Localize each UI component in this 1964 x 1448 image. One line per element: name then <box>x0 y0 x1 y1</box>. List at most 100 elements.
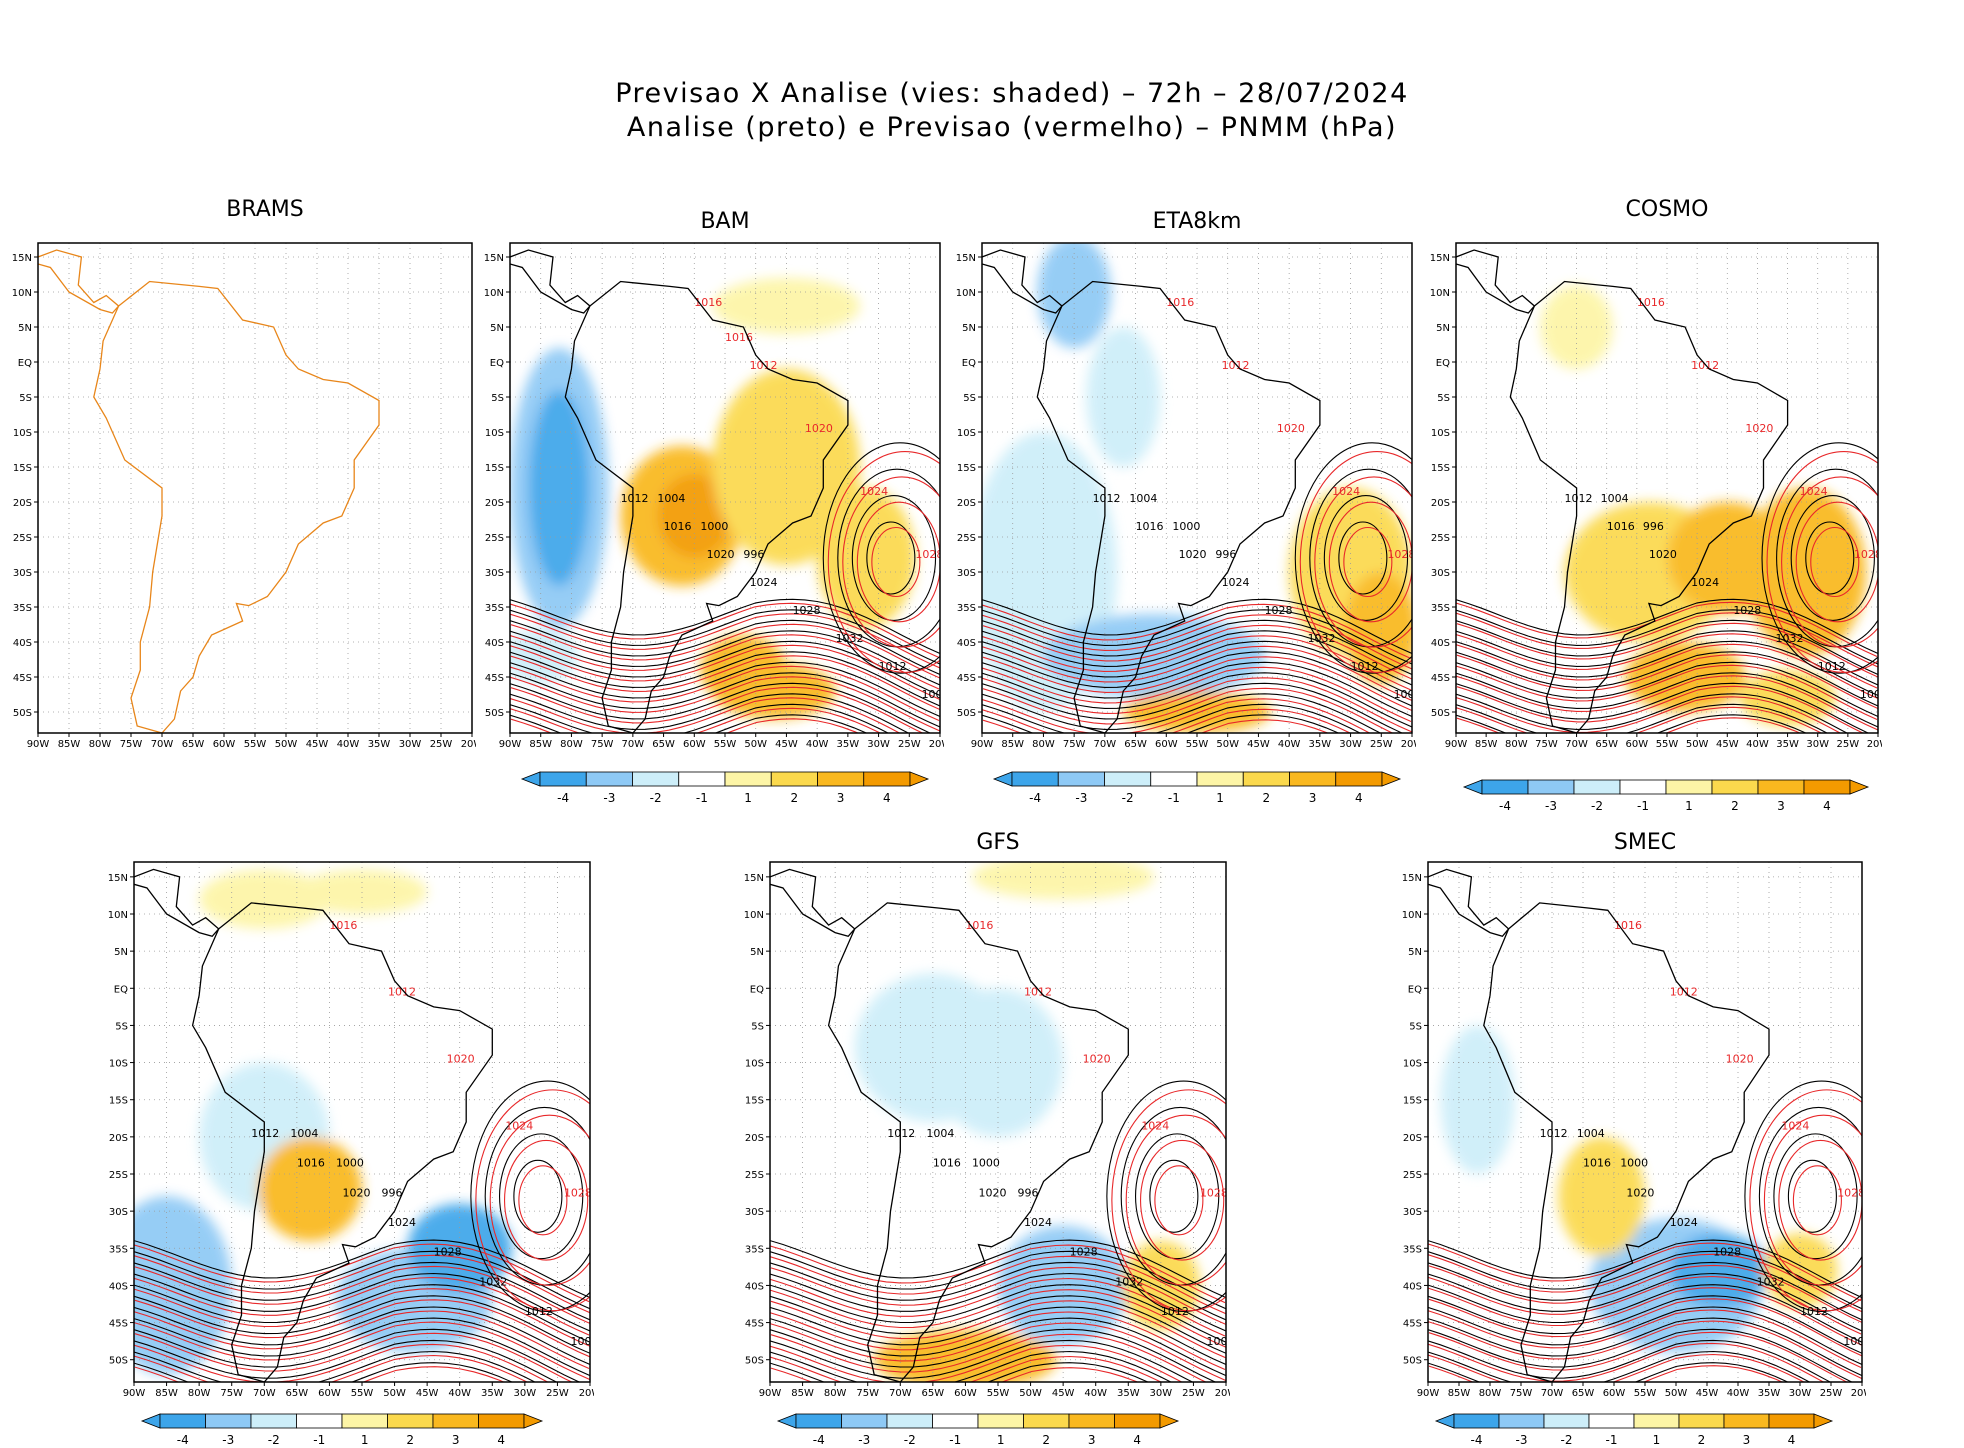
colorbar-tick-label: 1 <box>1653 1433 1661 1447</box>
colorbar-gfs: -4 -3 -2 -1 1 2 3 4 <box>776 1413 1180 1447</box>
map-panel-bam: 1012 1016 1020 1024 1028 1032 1012 1008 1004 1000… <box>484 242 944 750</box>
forecast-isobar <box>1428 1253 1862 1313</box>
analysis-isobar <box>134 1295 590 1354</box>
contour-label-analysis: 1004 <box>1601 492 1629 505</box>
y-tick-label: 25S <box>485 533 504 544</box>
colorbar-swatch <box>932 1413 979 1429</box>
x-tick-label: 45W <box>1696 1388 1719 1399</box>
x-tick-label: 25W <box>546 1388 569 1399</box>
x-tick-label: 40W <box>1746 739 1769 750</box>
y-tick-label: 45S <box>745 1319 764 1330</box>
contour-label-analysis: 1004 <box>1129 492 1157 505</box>
contour-label-forecast: 1012 <box>1222 359 1250 372</box>
x-tick-label: 30W <box>514 1388 537 1399</box>
contour-label-analysis: 996 <box>1018 1186 1039 1199</box>
map-panel-untitled: 1012 1016 1020 1024 1028 1032 1012 1008 1004 1000… <box>108 861 594 1399</box>
colorbar-swatch <box>977 1413 1024 1429</box>
forecast-isobar <box>871 526 921 598</box>
x-tick-label: 55W <box>987 1388 1010 1399</box>
forecast-isobar <box>510 644 940 701</box>
contour-label-analysis: 1008 <box>1843 1335 1866 1348</box>
y-tick-label: 15N <box>12 253 32 264</box>
y-tick-label: EQ <box>962 358 976 369</box>
x-tick-label: 65W <box>286 1388 309 1399</box>
y-tick-label: 30S <box>13 568 32 579</box>
contour-label-analysis: 1016 <box>297 1157 325 1170</box>
forecast-isobar <box>982 677 1412 733</box>
analysis-isobar <box>982 672 1412 728</box>
bias-region <box>1086 327 1161 467</box>
x-tick-label: 20W <box>1851 1388 1866 1399</box>
colorbar-tick-label: 3 <box>1743 1433 1751 1447</box>
analysis-isobar <box>770 1350 1172 1382</box>
x-tick-label: 85W <box>1448 1388 1471 1399</box>
colorbar-tick-label: 3 <box>1777 799 1785 813</box>
x-tick-label: 50W <box>1686 739 1709 750</box>
y-tick-label: 25S <box>745 1170 764 1181</box>
south-america-coastline <box>1036 280 1321 733</box>
x-tick-label: 30W <box>867 739 890 750</box>
analysis-isobar <box>510 661 940 718</box>
colorbar-swatch <box>1057 771 1105 787</box>
x-tick-label: 80W <box>560 739 583 750</box>
x-tick-label: 65W <box>182 739 205 750</box>
y-tick-label: 45S <box>957 673 976 684</box>
y-tick-label: 20S <box>745 1133 764 1144</box>
forecast-isobar <box>1778 1139 1862 1261</box>
analysis-isobar <box>982 651 1412 707</box>
analysis-isobar <box>134 1362 514 1382</box>
analysis-isobar <box>1338 521 1388 595</box>
x-tick-label: 35W <box>1758 1388 1781 1399</box>
y-tick-label: 5S <box>19 393 32 404</box>
analysis-isobar <box>1428 1339 1832 1382</box>
colorbar-swatch <box>1723 1413 1770 1429</box>
forecast-isobar <box>134 1310 590 1370</box>
analysis-isobar <box>1323 495 1409 621</box>
bias-region <box>712 369 861 565</box>
x-tick-label: 60W <box>954 1388 977 1399</box>
x-tick-label: 30W <box>1806 739 1829 750</box>
bias-region <box>528 390 590 586</box>
forecast-isobar <box>134 1265 590 1325</box>
colorbar-swatch <box>1803 779 1851 795</box>
forecast-isobar <box>1456 601 1878 658</box>
y-tick-label: 25S <box>1403 1170 1422 1181</box>
colorbar-swatch <box>1543 1413 1590 1429</box>
y-tick-label: 40S <box>1431 638 1450 649</box>
analysis-isobar <box>982 598 1412 655</box>
forecast-isobar <box>982 687 1394 733</box>
forecast-isobar <box>510 655 940 711</box>
x-tick-label: 20W <box>461 739 476 750</box>
x-tick-label: 90W <box>1417 1388 1440 1399</box>
colorbar-swatch <box>1453 1413 1500 1429</box>
map-panel-smec: 1012 1016 1020 1024 1028 1032 1012 1008 1004 1000… <box>1402 861 1866 1399</box>
y-tick-label: 10S <box>745 1059 764 1070</box>
analysis-isobar <box>770 1284 1226 1343</box>
analysis-isobar <box>134 1317 590 1377</box>
contour-label-analysis: 1000 <box>1172 520 1200 533</box>
forecast-isobar <box>510 613 940 669</box>
x-tick-label: 25W <box>1370 739 1393 750</box>
forecast-isobar <box>1763 1114 1862 1286</box>
analysis-isobar <box>1428 1362 1789 1382</box>
contour-label-analysis: 1020 <box>1179 548 1207 561</box>
x-tick-label: 25W <box>898 739 921 750</box>
x-tick-label: 20W <box>1401 739 1416 750</box>
analysis-isobar <box>470 1080 590 1313</box>
colorbar-tick-label: -1 <box>1637 799 1649 813</box>
forecast-isobar <box>510 665 940 722</box>
bias-region <box>199 869 330 929</box>
x-tick-label: 80W <box>824 1388 847 1399</box>
contour-label-analysis: 1020 <box>707 548 735 561</box>
colorbar-swatch <box>1023 1413 1070 1429</box>
analysis-isobar <box>1456 693 1849 733</box>
analysis-isobar <box>510 703 890 733</box>
analysis-isobar <box>1428 1295 1862 1354</box>
analysis-isobar <box>134 1328 581 1382</box>
central-america-coastline <box>1456 249 1536 314</box>
colorbar-swatch <box>1481 779 1529 795</box>
forecast-isobar <box>510 697 901 733</box>
colorbar-tick-label: 2 <box>791 791 799 805</box>
analysis-isobar <box>1787 1159 1837 1233</box>
x-tick-label: 60W <box>1626 739 1649 750</box>
